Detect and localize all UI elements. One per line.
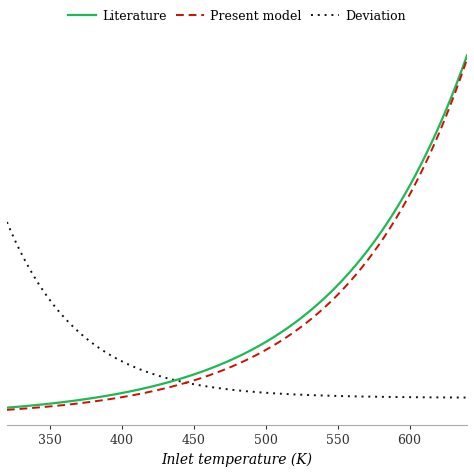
Legend: Literature, Present model, Deviation: Literature, Present model, Deviation xyxy=(63,5,411,27)
X-axis label: Inlet temperature (K): Inlet temperature (K) xyxy=(162,453,312,467)
